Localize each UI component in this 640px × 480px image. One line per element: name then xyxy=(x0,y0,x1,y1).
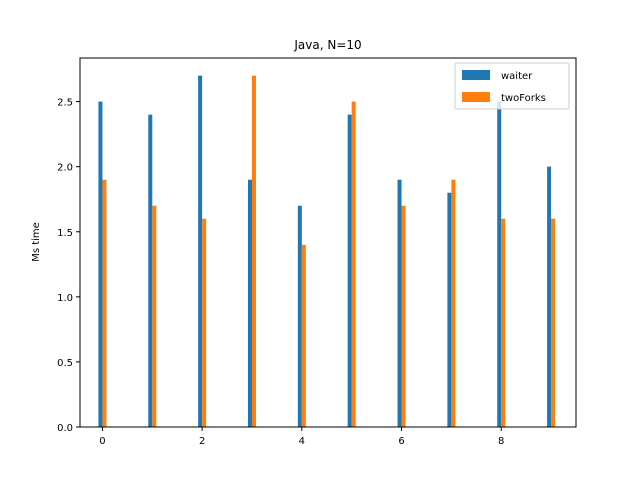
y-tick-label-4: 2.0 xyxy=(57,163,73,174)
bar-twoforks-2 xyxy=(202,218,207,427)
legend-swatch-waiter xyxy=(462,70,490,80)
x-tick-label-2: 2 xyxy=(199,436,205,447)
legend: waiter twoForks xyxy=(454,62,570,110)
chart-title: Java, N=10 xyxy=(293,38,361,52)
bar-twoforks-6 xyxy=(401,205,406,427)
bar-waiter-0 xyxy=(98,101,103,427)
bar-waiter-4 xyxy=(297,205,302,427)
bar-waiter-5 xyxy=(347,114,352,428)
y-axis-title: Ms time xyxy=(31,222,42,262)
bar-waiter-1 xyxy=(148,114,153,428)
bar-waiter-8 xyxy=(497,101,502,427)
bar-twoforks-9 xyxy=(551,218,556,427)
x-tick-label-6: 6 xyxy=(398,436,404,447)
x-tick-label-4: 4 xyxy=(299,436,305,447)
bar-twoforks-0 xyxy=(102,179,107,427)
y-tick-label-2: 1.0 xyxy=(57,293,73,304)
bar-twoforks-4 xyxy=(301,244,306,427)
y-tick-label-1: 0.5 xyxy=(57,358,73,369)
bar-waiter-2 xyxy=(198,75,203,427)
axes-frame xyxy=(79,57,577,428)
legend-swatch-twoforks xyxy=(462,92,490,102)
bar-twoforks-5 xyxy=(351,101,356,427)
y-tick-label-0: 0.0 xyxy=(57,423,73,434)
bar-waiter-3 xyxy=(247,179,252,427)
bar-waiter-9 xyxy=(547,166,552,427)
bar-twoforks-3 xyxy=(251,75,256,427)
bar-twoforks-1 xyxy=(152,205,157,427)
x-tick-label-8: 8 xyxy=(498,436,504,447)
y-tick-label-3: 1.5 xyxy=(57,228,73,239)
y-tick-label-5: 2.5 xyxy=(57,98,73,109)
legend-label-twoforks: twoForks xyxy=(501,93,546,104)
plot-area: 0 2 4 6 8 0.0 0.5 1.0 1.5 2.0 2.5 xyxy=(57,57,577,447)
x-tick-label-0: 0 xyxy=(99,436,105,447)
bar-twoforks-7 xyxy=(451,179,456,427)
bar-waiter-7 xyxy=(447,192,452,427)
bar-twoforks-8 xyxy=(501,218,506,427)
bar-waiter-6 xyxy=(397,179,402,427)
legend-label-waiter: waiter xyxy=(501,71,533,82)
